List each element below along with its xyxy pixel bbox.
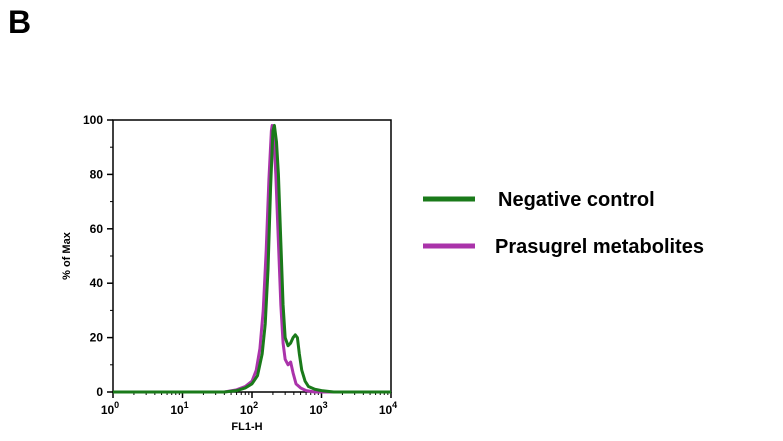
y-axis-title: % of Max	[61, 231, 73, 280]
y-tick-label: 20	[90, 331, 104, 345]
plot-area-frame	[112, 119, 392, 393]
y-tick-label: 40	[90, 276, 104, 290]
x-tick-label: 100	[101, 400, 119, 417]
legend-label: Prasugrel metabolites	[495, 236, 704, 258]
x-tick-label: 101	[170, 400, 188, 417]
series-line-negative-control	[113, 123, 391, 394]
panel-label: B	[8, 4, 32, 40]
y-tick-label: 60	[90, 222, 104, 236]
y-tick-label: 100	[83, 113, 103, 127]
x-tick-label: 102	[240, 400, 258, 417]
y-tick-label: 0	[96, 385, 103, 399]
x-tick-label: 104	[379, 400, 397, 417]
x-axis-title: FL1-H	[231, 421, 262, 433]
series-line-prasugrel-metabolites	[113, 123, 391, 394]
x-tick-label: 103	[309, 400, 327, 417]
legend-label: Negative control	[498, 189, 655, 211]
y-tick-label: 80	[90, 167, 104, 181]
